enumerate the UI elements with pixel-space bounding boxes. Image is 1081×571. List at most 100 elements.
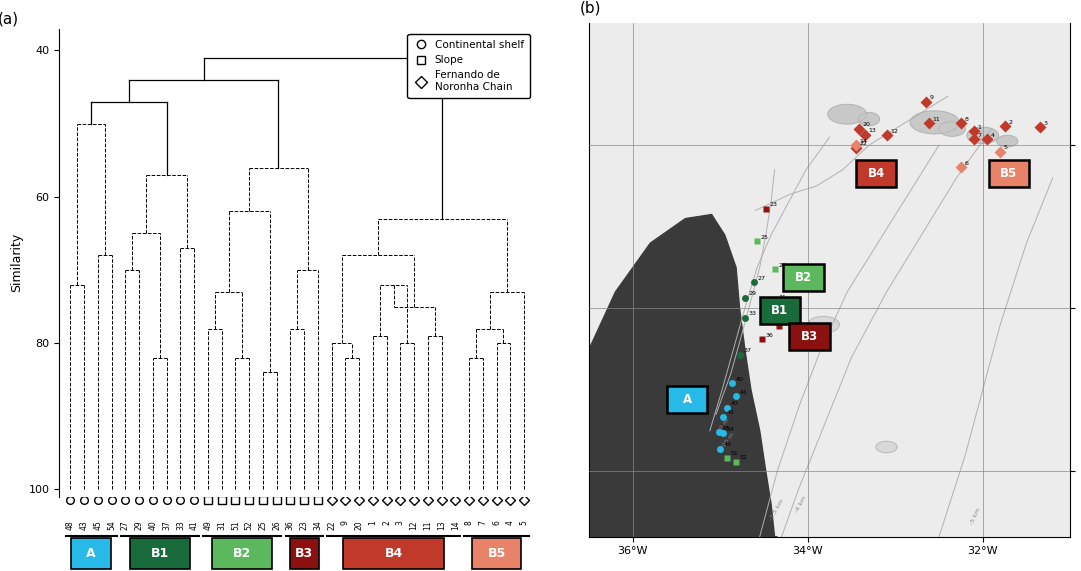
Text: B2: B2	[233, 546, 252, 560]
Text: 33: 33	[176, 521, 185, 530]
Text: 8: 8	[465, 521, 473, 525]
Text: -4 km: -4 km	[795, 495, 808, 513]
Y-axis label: Similarity: Similarity	[10, 233, 23, 292]
Text: 14: 14	[859, 139, 867, 143]
Polygon shape	[828, 104, 866, 124]
Text: (a): (a)	[0, 12, 18, 27]
Text: 34: 34	[313, 521, 322, 530]
Legend: Continental shelf, Slope, Fernando de
Noronha Chain: Continental shelf, Slope, Fernando de No…	[408, 34, 530, 98]
Text: 11: 11	[424, 521, 432, 530]
Polygon shape	[997, 135, 1017, 147]
Text: 12: 12	[410, 521, 418, 530]
Text: A: A	[86, 546, 96, 560]
Text: 52: 52	[244, 521, 254, 530]
Text: B5: B5	[488, 546, 506, 560]
FancyBboxPatch shape	[667, 386, 707, 413]
Text: -3.5 km: -3.5 km	[769, 498, 785, 521]
Text: 31: 31	[217, 521, 226, 530]
Text: A: A	[682, 393, 692, 406]
FancyBboxPatch shape	[343, 538, 444, 569]
Text: 54: 54	[107, 521, 116, 530]
Text: -30 m: -30 m	[716, 418, 731, 436]
Polygon shape	[967, 127, 999, 143]
Text: 6: 6	[492, 521, 502, 525]
Text: 13: 13	[868, 128, 876, 133]
Text: 40: 40	[148, 521, 158, 530]
Text: 9: 9	[341, 521, 350, 525]
Text: 2: 2	[1009, 120, 1012, 125]
Text: -90 m: -90 m	[720, 432, 735, 449]
Text: B5: B5	[1000, 167, 1017, 180]
Text: 4: 4	[990, 133, 995, 138]
Text: (b): (b)	[579, 1, 601, 15]
Text: 2: 2	[382, 521, 391, 525]
Text: 13: 13	[437, 521, 446, 530]
FancyBboxPatch shape	[784, 264, 824, 291]
Text: 8: 8	[964, 116, 969, 122]
Polygon shape	[910, 111, 959, 134]
Text: 7: 7	[977, 133, 982, 138]
Text: 34: 34	[783, 320, 790, 325]
Text: 9: 9	[930, 95, 933, 100]
Text: B4: B4	[385, 546, 402, 560]
Text: 26: 26	[272, 521, 281, 530]
Text: 7: 7	[479, 521, 488, 525]
Text: 31: 31	[778, 295, 786, 300]
Polygon shape	[876, 441, 897, 453]
Text: 48: 48	[722, 426, 730, 431]
Text: 36: 36	[285, 521, 295, 530]
Text: 14: 14	[451, 521, 459, 530]
Text: 11: 11	[932, 116, 939, 122]
Text: 22: 22	[859, 141, 867, 146]
Text: 37: 37	[162, 521, 171, 530]
Text: B3: B3	[801, 331, 818, 343]
Text: B2: B2	[795, 271, 812, 284]
FancyBboxPatch shape	[71, 538, 110, 569]
Text: 27: 27	[121, 521, 130, 530]
Text: 33: 33	[748, 312, 757, 316]
Text: 20: 20	[862, 122, 870, 127]
Text: 41: 41	[189, 521, 199, 530]
Text: 25: 25	[761, 235, 769, 240]
Text: 22: 22	[328, 521, 336, 530]
FancyBboxPatch shape	[290, 538, 319, 569]
FancyBboxPatch shape	[760, 297, 800, 324]
Text: B1: B1	[771, 304, 788, 317]
FancyBboxPatch shape	[789, 323, 830, 351]
Text: 37: 37	[744, 348, 752, 353]
Text: 40: 40	[735, 377, 743, 382]
Text: 23: 23	[299, 521, 309, 530]
Text: 3: 3	[396, 521, 405, 525]
Text: 29: 29	[135, 521, 144, 530]
Text: 45: 45	[726, 410, 734, 415]
Text: 45: 45	[93, 521, 103, 530]
Text: 43: 43	[731, 401, 738, 406]
Text: 48: 48	[66, 521, 75, 530]
Polygon shape	[589, 215, 777, 537]
Text: B4: B4	[867, 167, 884, 180]
Text: 20: 20	[355, 521, 363, 530]
Text: 52: 52	[739, 455, 747, 460]
Text: 1: 1	[977, 124, 982, 130]
Text: B3: B3	[295, 546, 313, 560]
Polygon shape	[858, 112, 880, 126]
Polygon shape	[808, 316, 839, 333]
Text: 1: 1	[369, 521, 377, 525]
Text: 3: 3	[1043, 120, 1047, 126]
Text: 23: 23	[770, 202, 777, 207]
Text: 51: 51	[231, 521, 240, 530]
Text: 51: 51	[731, 451, 738, 456]
FancyBboxPatch shape	[856, 160, 896, 187]
Text: 5: 5	[1004, 145, 1007, 150]
Text: B1: B1	[150, 546, 169, 560]
Text: 54: 54	[726, 427, 734, 432]
Text: 27: 27	[757, 276, 765, 280]
Text: 4: 4	[506, 521, 515, 525]
Text: 43: 43	[80, 521, 89, 530]
Text: 49: 49	[724, 442, 732, 447]
Text: 41: 41	[739, 390, 747, 395]
Text: 29: 29	[748, 291, 757, 296]
Text: 26: 26	[778, 263, 786, 268]
FancyBboxPatch shape	[471, 538, 521, 569]
FancyBboxPatch shape	[130, 538, 190, 569]
